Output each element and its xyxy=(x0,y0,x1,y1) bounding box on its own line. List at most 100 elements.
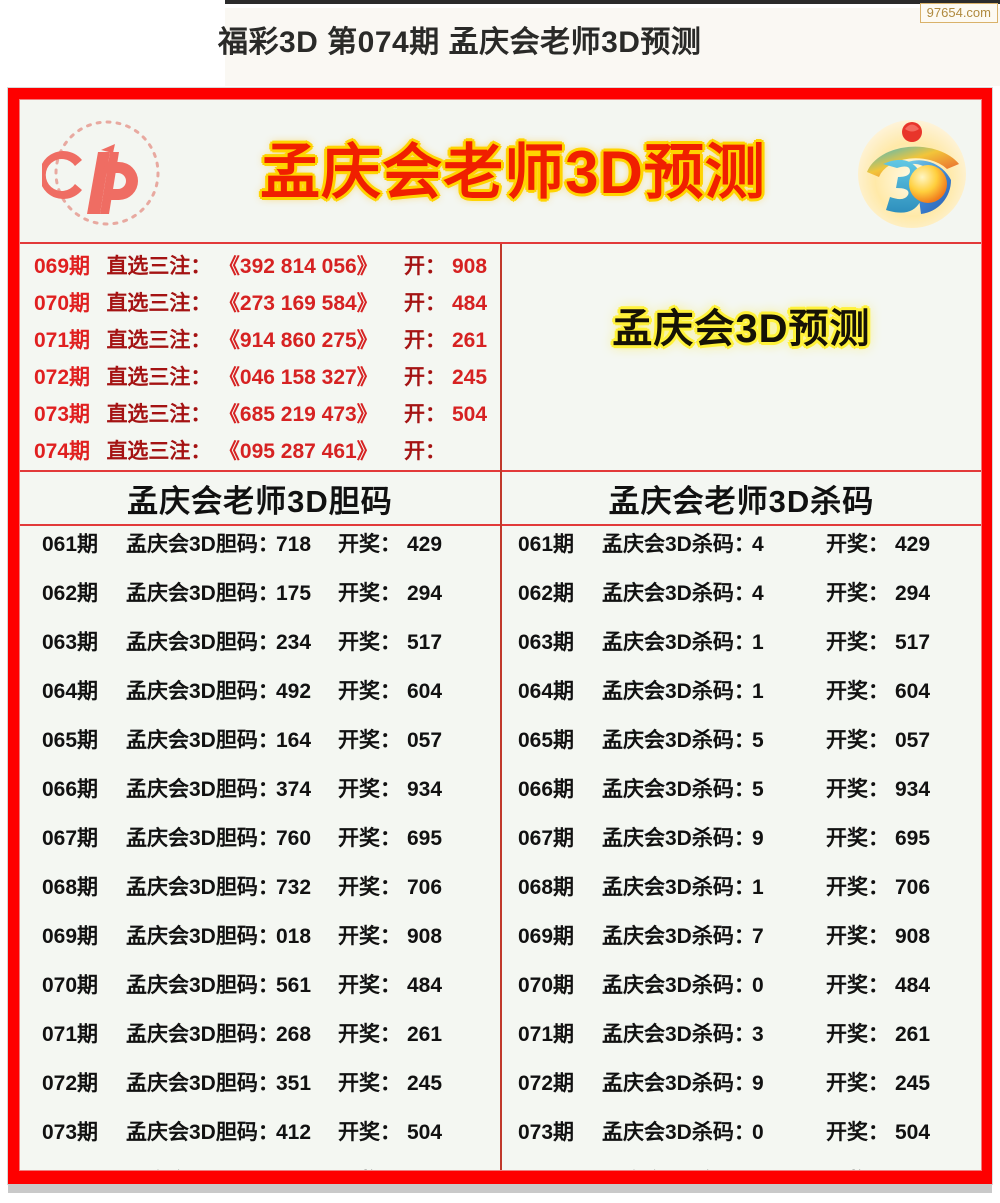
open-label: 开奖： xyxy=(826,778,889,801)
open-label: 开奖： xyxy=(826,631,889,654)
open-result: 057 xyxy=(895,729,931,752)
shama-value: 3 xyxy=(752,1023,764,1046)
open-result: 429 xyxy=(407,533,443,556)
danma-label: 孟庆会3D胆码： xyxy=(126,1072,279,1095)
period-label: 070期 xyxy=(34,292,91,315)
tables-zone: 孟庆会老师3D胆码 061期 孟庆会3D胆码： 718 开奖： 429 062期… xyxy=(20,472,981,1170)
promo-title: 孟庆会3D预测 xyxy=(612,307,871,351)
open-label: 开奖： xyxy=(338,827,401,850)
period-label: 067期 xyxy=(518,827,575,850)
danma-label: 孟庆会3D胆码： xyxy=(126,1023,279,1046)
open-label: 开奖： xyxy=(338,876,401,899)
table-row: 072期 孟庆会3D杀码： 9 开奖： 245 xyxy=(502,1067,981,1116)
open-result: 934 xyxy=(895,778,931,801)
shama-value: 1 xyxy=(752,876,764,899)
table-row: 071期 孟庆会3D胆码： 268 开奖： 261 xyxy=(20,1018,500,1067)
period-label: 065期 xyxy=(518,729,575,752)
open-label: 开奖： xyxy=(826,1072,889,1095)
period-label: 061期 xyxy=(42,533,99,556)
table-row: 071期 孟庆会3D杀码： 3 开奖： 261 xyxy=(502,1018,981,1067)
china-welfare-lottery-logo xyxy=(42,120,160,226)
shama-column: 孟庆会老师3D杀码 061期 孟庆会3D杀码： 4 开奖： 429 062期 孟… xyxy=(502,472,981,1170)
danma-list: 061期 孟庆会3D胆码： 718 开奖： 429 062期 孟庆会3D胆码： … xyxy=(20,526,500,1170)
open-label: 开奖： xyxy=(826,974,889,997)
table-row: 066期 孟庆会3D杀码： 5 开奖： 934 xyxy=(502,773,981,822)
banner: 孟庆会老师3D预测 xyxy=(20,100,981,244)
shama-value: 9 xyxy=(752,1072,764,1095)
period-label: 064期 xyxy=(42,680,99,703)
open-label: 开奖： xyxy=(338,974,401,997)
shama-value: 9 xyxy=(752,827,764,850)
table-row: 074期 孟庆会3D胆码： 482 开奖： xyxy=(20,1165,500,1170)
open-result: 245 xyxy=(452,366,488,389)
direct-pick-numbers: 《273 169 584》 xyxy=(218,292,378,315)
open-result: 706 xyxy=(895,876,931,899)
table-row: 063期 孟庆会3D胆码： 234 开奖： 517 xyxy=(20,626,500,675)
open-result: 604 xyxy=(407,680,443,703)
period-label: 069期 xyxy=(34,255,91,278)
danma-value: 492 xyxy=(276,680,312,703)
open-label: 开奖： xyxy=(826,680,889,703)
danma-value: 268 xyxy=(276,1023,312,1046)
open-label: 开奖： xyxy=(826,1121,889,1144)
table-row: 069期 孟庆会3D胆码： 018 开奖： 908 xyxy=(20,920,500,969)
banner-title: 孟庆会老师3D预测 xyxy=(260,139,766,206)
watermark-badge: 97654.com xyxy=(919,3,998,23)
direct-pick-row: 074期 直选三注： 《095 287 461》 开： xyxy=(20,435,500,472)
period-label: 063期 xyxy=(518,631,575,654)
table-row: 067期 孟庆会3D胆码： 760 开奖： 695 xyxy=(20,822,500,871)
table-row: 070期 孟庆会3D杀码： 0 开奖： 484 xyxy=(502,969,981,1018)
period-label: 072期 xyxy=(42,1072,99,1095)
table-row: 064期 孟庆会3D杀码： 1 开奖： 604 xyxy=(502,675,981,724)
direct-pick-numbers: 《392 814 056》 xyxy=(218,255,378,278)
table-row: 063期 孟庆会3D杀码： 1 开奖： 517 xyxy=(502,626,981,675)
open-result: 245 xyxy=(407,1072,443,1095)
danma-label: 孟庆会3D胆码： xyxy=(126,533,279,556)
shama-label: 孟庆会3D杀码： xyxy=(602,729,755,752)
table-row: 065期 孟庆会3D杀码： 5 开奖： 057 xyxy=(502,724,981,773)
direct-pick-row: 073期 直选三注： 《685 219 473》 开： 504 xyxy=(20,398,500,435)
card-inner: 孟庆会老师3D预测 xyxy=(19,99,982,1171)
period-label: 070期 xyxy=(518,974,575,997)
open-label: 开奖： xyxy=(826,827,889,850)
prediction-card: 孟庆会老师3D预测 xyxy=(8,88,992,1184)
period-label: 065期 xyxy=(42,729,99,752)
shama-label: 孟庆会3D杀码： xyxy=(602,827,755,850)
danma-value: 374 xyxy=(276,778,312,801)
page-header: 福彩3D 第074期 孟庆会老师3D预测 97654.com xyxy=(0,0,1000,86)
open-label: 开奖： xyxy=(338,680,401,703)
table-row: 074期 孟庆会3D杀码： 3 开奖： xyxy=(502,1165,981,1170)
danma-label: 孟庆会3D胆码： xyxy=(126,1121,279,1144)
open-label: 开奖： xyxy=(338,631,401,654)
period-label: 069期 xyxy=(518,925,575,948)
open-label: 开： xyxy=(404,329,446,352)
shama-value: 4 xyxy=(752,533,764,556)
period-label: 073期 xyxy=(518,1121,575,1144)
period-label: 074期 xyxy=(42,1165,126,1170)
danma-heading: 孟庆会老师3D胆码 xyxy=(20,472,500,526)
table-row: 072期 孟庆会3D胆码： 351 开奖： 245 xyxy=(20,1067,500,1116)
open-result: 517 xyxy=(407,631,443,654)
danma-value: 760 xyxy=(276,827,312,850)
period-label: 068期 xyxy=(42,876,99,899)
table-row: 066期 孟庆会3D胆码： 374 开奖： 934 xyxy=(20,773,500,822)
table-row: 073期 孟庆会3D杀码： 0 开奖： 504 xyxy=(502,1116,981,1165)
period-label: 071期 xyxy=(518,1023,575,1046)
danma-column: 孟庆会老师3D胆码 061期 孟庆会3D胆码： 718 开奖： 429 062期… xyxy=(20,472,502,1170)
danma-value: 561 xyxy=(276,974,312,997)
shama-label: 孟庆会3D杀码： xyxy=(602,1023,755,1046)
open-label: 开奖： xyxy=(826,1023,889,1046)
danma-value: 732 xyxy=(276,876,312,899)
period-label: 066期 xyxy=(518,778,575,801)
open-label: 开奖： xyxy=(338,1072,401,1095)
open-result: 908 xyxy=(895,925,931,948)
card-bottom-shadow xyxy=(8,1184,992,1193)
direct-pick-label: 直选三注： xyxy=(106,440,212,463)
danma-label: 孟庆会3D胆码： xyxy=(126,778,279,801)
open-result: 908 xyxy=(452,255,488,278)
direct-pick-numbers: 《914 860 275》 xyxy=(218,329,378,352)
period-label: 070期 xyxy=(42,974,99,997)
shama-label: 孟庆会3D杀码： xyxy=(602,533,755,556)
open-label: 开： xyxy=(404,403,446,426)
shama-label: 孟庆会3D杀码： xyxy=(602,925,755,948)
